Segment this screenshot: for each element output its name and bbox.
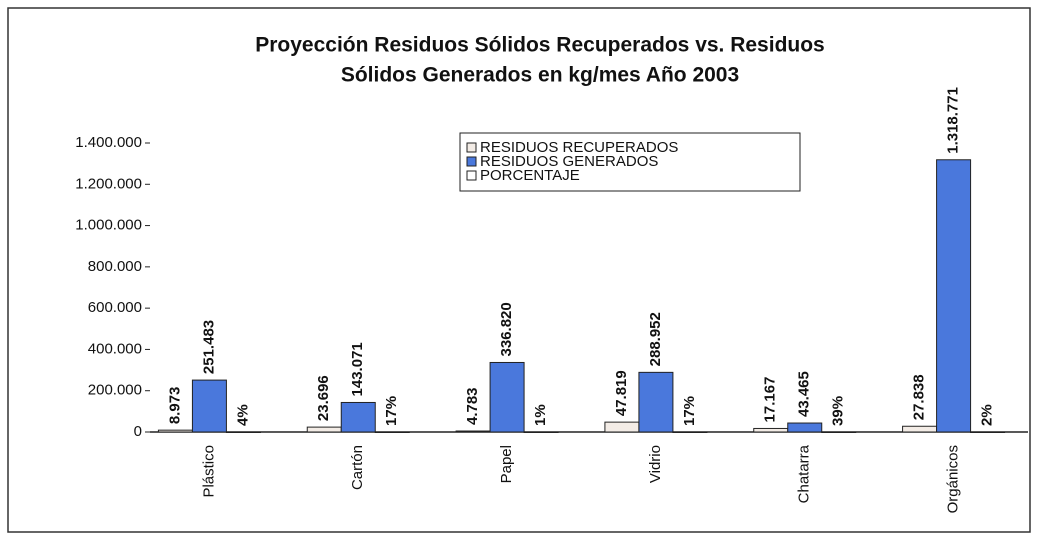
y-tick-label: 1.400.000	[75, 134, 142, 151]
legend-label: RESIDUOS RECUPERADOS	[480, 139, 678, 156]
bar	[753, 427, 789, 433]
bar	[638, 371, 674, 433]
bar	[225, 431, 261, 433]
legend-swatch	[466, 170, 477, 181]
legend-label: RESIDUOS GENERADOS	[480, 153, 658, 170]
value-label: 8.973	[166, 387, 183, 425]
x-tick-label: Papel	[498, 445, 515, 483]
y-tick-label: 200.000	[88, 382, 142, 399]
x-tick-label: Plástico	[200, 445, 217, 498]
value-label: 1%	[532, 404, 549, 426]
value-label: 4%	[234, 404, 251, 426]
value-label: 47.819	[613, 370, 630, 416]
legend-swatch	[466, 156, 477, 167]
bar	[970, 431, 1006, 433]
value-label: 1.318.771	[945, 87, 962, 154]
value-label: 17%	[681, 396, 698, 426]
bar	[787, 422, 823, 433]
value-label: 17%	[383, 396, 400, 426]
value-label: 39%	[830, 396, 847, 426]
value-label: 4.783	[464, 387, 481, 425]
x-tick-label: Vidrio	[647, 445, 664, 483]
bar	[340, 401, 376, 433]
x-tick-label: Cartón	[349, 445, 366, 490]
bar	[604, 421, 640, 433]
bar	[306, 426, 342, 433]
bar	[374, 431, 410, 433]
legend-box	[459, 132, 801, 192]
value-label: 27.838	[911, 374, 928, 420]
value-label: 251.483	[200, 320, 217, 374]
chart-frame	[7, 7, 1031, 533]
x-tick-label: Chatarra	[796, 444, 813, 503]
bar	[821, 431, 857, 433]
value-label: 143.071	[349, 342, 366, 396]
bar	[523, 431, 559, 433]
bar	[489, 361, 525, 433]
value-label: 2%	[979, 404, 996, 426]
y-tick-label: 1.000.000	[75, 217, 142, 234]
value-label: 17.167	[762, 377, 779, 423]
bar	[936, 159, 972, 433]
y-tick-label: 400.000	[88, 340, 142, 357]
bar	[157, 429, 193, 433]
bar	[455, 430, 491, 433]
x-tick-label: Orgánicos	[945, 445, 962, 513]
value-label: 23.696	[315, 375, 332, 421]
y-tick-label: 0	[134, 423, 142, 440]
bar	[191, 379, 227, 433]
value-label: 288.952	[647, 312, 664, 366]
y-tick-label: 1.200.000	[75, 175, 142, 192]
bar	[902, 425, 938, 433]
y-tick-label: 600.000	[88, 299, 142, 316]
chart-title: Sólidos Generados en kg/mes Año 2003	[341, 64, 739, 87]
legend-label: PORCENTAJE	[480, 167, 580, 184]
value-label: 43.465	[796, 371, 813, 417]
bar	[672, 431, 708, 433]
value-label: 336.820	[498, 302, 515, 356]
legend-swatch	[466, 142, 477, 153]
chart-title: Proyección Residuos Sólidos Recuperados …	[255, 34, 825, 57]
y-tick-label: 800.000	[88, 258, 142, 275]
